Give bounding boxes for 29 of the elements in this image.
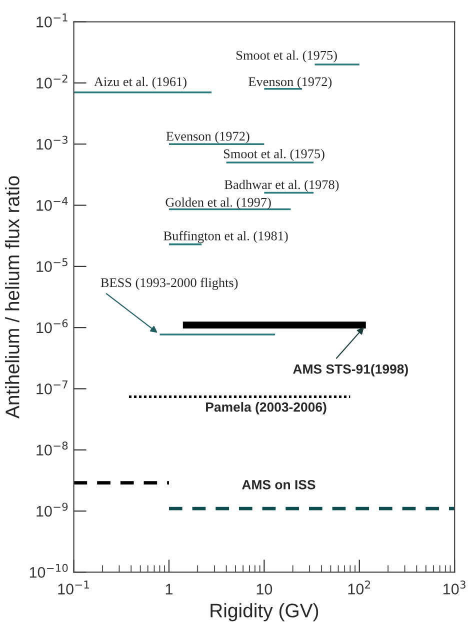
x-tick-label: 1 bbox=[166, 584, 172, 594]
x-tick-label: 10$^{−1}$ bbox=[58, 580, 89, 594]
x-tick-label: 10$^{2}$ bbox=[348, 580, 370, 594]
annotation: Evenson (1972) bbox=[166, 131, 250, 144]
x-tick-label: 10 bbox=[256, 584, 272, 595]
y-tick-label: 10$^{−3}$ bbox=[36, 136, 68, 150]
annotation: Smoot et al. (1975) bbox=[236, 50, 337, 62]
annotation: Pamela (2003-2006) bbox=[206, 402, 326, 414]
annotation: AMS STS-91(1998) bbox=[293, 364, 408, 376]
annotation: Golden et al. (1997) bbox=[166, 197, 271, 210]
y-tick-label: 10$^{−5}$ bbox=[36, 258, 68, 272]
annotation: Badhwar et al. (1978) bbox=[224, 180, 339, 192]
y-tick-label: 10$^{−6}$ bbox=[36, 319, 68, 334]
y-tick-label: 10$^{−9}$ bbox=[36, 502, 68, 517]
annotation: Aizu et al. (1961) bbox=[94, 76, 186, 89]
y-tick-label: 10$^{−1}$ bbox=[36, 14, 68, 28]
y-tick-label: 10$^{−8}$ bbox=[36, 442, 68, 456]
annotation: AMS on ISS bbox=[242, 480, 316, 490]
y-tick-label: 10$^{−10}$ bbox=[30, 564, 68, 578]
y-axis-title: Antihelium / helium flux ratio bbox=[5, 176, 20, 419]
annotation: BESS (1993-2000 flights) bbox=[100, 278, 238, 290]
y-tick-label: 10$^{−2}$ bbox=[36, 74, 68, 89]
y-tick-label: 10$^{−7}$ bbox=[36, 380, 68, 394]
annotation: Smoot et al. (1975) bbox=[224, 149, 324, 161]
annotation: Evenson (1972) bbox=[248, 76, 332, 89]
x-axis-title: Rigidity (GV) bbox=[210, 603, 318, 622]
annotation: Buffington et al. (1981) bbox=[164, 230, 288, 244]
y-tick-label: 10$^{−4}$ bbox=[36, 197, 68, 211]
x-tick-label: 10$^{3}$ bbox=[444, 580, 466, 594]
